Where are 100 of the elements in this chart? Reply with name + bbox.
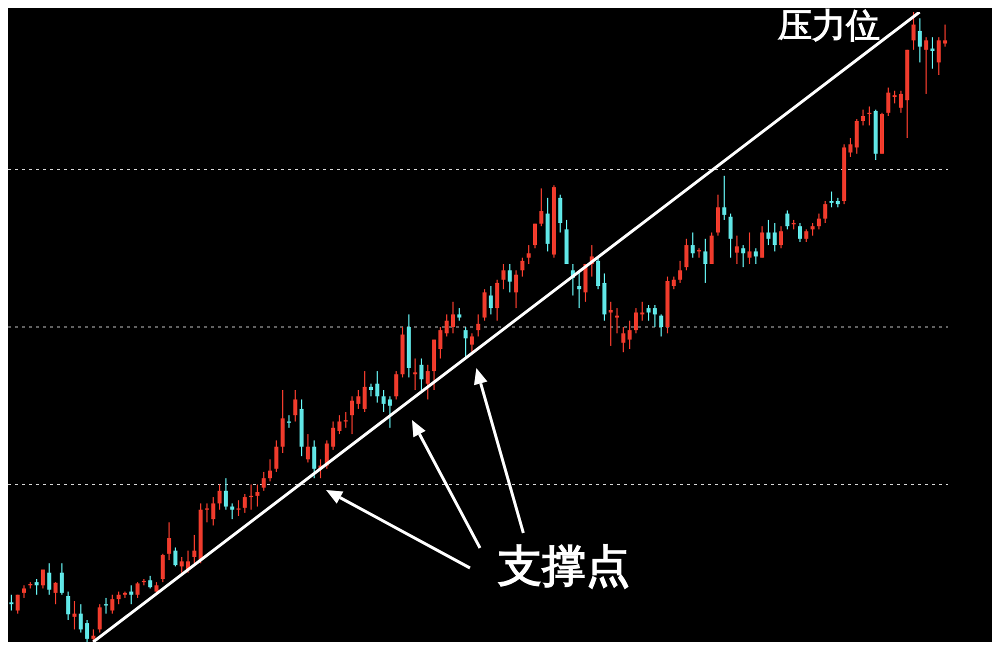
candlestick	[368, 383, 373, 397]
candlestick	[628, 320, 632, 350]
candlestick	[785, 210, 790, 230]
candlestick	[457, 308, 462, 322]
candlestick	[388, 396, 392, 428]
candlestick	[268, 458, 272, 482]
candlestick	[501, 263, 506, 290]
candlestick	[28, 582, 32, 590]
candlestick	[798, 222, 802, 243]
candlestick	[47, 562, 52, 596]
candlestick	[136, 582, 140, 598]
candlestick	[703, 238, 708, 284]
candlestick	[110, 594, 114, 614]
candlestick	[912, 12, 916, 50]
candlestick	[242, 493, 247, 514]
candlestick	[350, 396, 354, 435]
candlestick	[936, 36, 941, 76]
annotation: 支撑点	[498, 541, 630, 592]
candlestick	[514, 270, 518, 309]
candlestick	[230, 502, 234, 520]
candlestick	[734, 235, 739, 265]
candlestick	[60, 562, 64, 596]
candlestick	[539, 188, 544, 227]
candlestick	[476, 314, 480, 338]
candlestick	[722, 175, 726, 220]
candlestick	[34, 578, 39, 596]
candlestick	[54, 582, 58, 605]
candlestick	[823, 200, 828, 224]
candlestick	[766, 219, 770, 246]
candlestick	[741, 244, 746, 268]
candlestick	[72, 600, 76, 630]
candlestick	[488, 285, 493, 315]
candlestick	[312, 440, 316, 479]
candlestick	[886, 87, 890, 117]
candlestick	[375, 370, 380, 404]
candlestick	[697, 248, 702, 258]
candlestick	[160, 553, 165, 583]
candlestick	[344, 411, 348, 428]
candlestick	[413, 358, 418, 391]
candlestick	[255, 484, 260, 508]
candlestick	[444, 314, 449, 338]
candlestick	[167, 522, 172, 561]
candlestick	[640, 301, 644, 322]
candlestick	[533, 223, 538, 249]
candlestick	[659, 314, 664, 338]
candlestick	[526, 244, 531, 265]
candlestick	[646, 304, 651, 322]
candlestick	[218, 484, 222, 510]
candlestick	[16, 594, 20, 614]
candlestick	[464, 326, 468, 360]
candlestick	[672, 276, 676, 290]
candlestick	[337, 414, 342, 435]
candlestick	[192, 534, 196, 564]
candlestick	[615, 308, 620, 334]
candlestick	[930, 36, 934, 70]
candlestick	[40, 568, 45, 590]
candlestick	[830, 190, 834, 208]
candlestick	[173, 546, 178, 567]
candlestick	[382, 389, 386, 413]
candlestick	[293, 389, 298, 422]
candlestick	[78, 604, 83, 634]
candlestick	[684, 238, 688, 271]
candlestick	[924, 36, 928, 94]
candlestick	[286, 414, 291, 428]
candlestick	[836, 197, 840, 208]
candlestick	[520, 257, 524, 278]
candlestick	[792, 219, 796, 230]
candlestick	[451, 301, 455, 334]
candlestick	[306, 434, 310, 464]
candlestick	[810, 222, 815, 236]
candlestick	[394, 370, 398, 400]
candlestick	[362, 370, 367, 413]
annotation: 压力位	[778, 6, 880, 46]
candlestick	[508, 263, 512, 293]
candlestick	[211, 496, 216, 526]
candlestick	[621, 326, 626, 353]
candlestick	[918, 18, 922, 63]
candlestick	[892, 90, 897, 104]
candlestick	[678, 260, 682, 284]
candlestick	[772, 222, 777, 252]
candlestick	[129, 584, 134, 605]
candlestick	[943, 24, 948, 48]
candlestick	[104, 597, 108, 614]
candlestick	[804, 228, 808, 243]
candlestick	[634, 308, 638, 334]
candlestick	[748, 232, 752, 265]
candlestick	[224, 478, 228, 510]
candlestick	[754, 248, 758, 265]
candlestick	[356, 389, 360, 410]
candlestick	[690, 232, 695, 258]
candlestick	[608, 301, 613, 346]
candlestick	[779, 226, 784, 249]
candlestick	[848, 137, 852, 158]
candlestick	[180, 556, 184, 574]
candlestick	[426, 364, 430, 400]
candlestick	[470, 332, 474, 353]
candlestick	[148, 575, 152, 590]
candlestick	[861, 109, 866, 126]
candlestick	[22, 584, 26, 598]
candlestick	[816, 213, 821, 230]
